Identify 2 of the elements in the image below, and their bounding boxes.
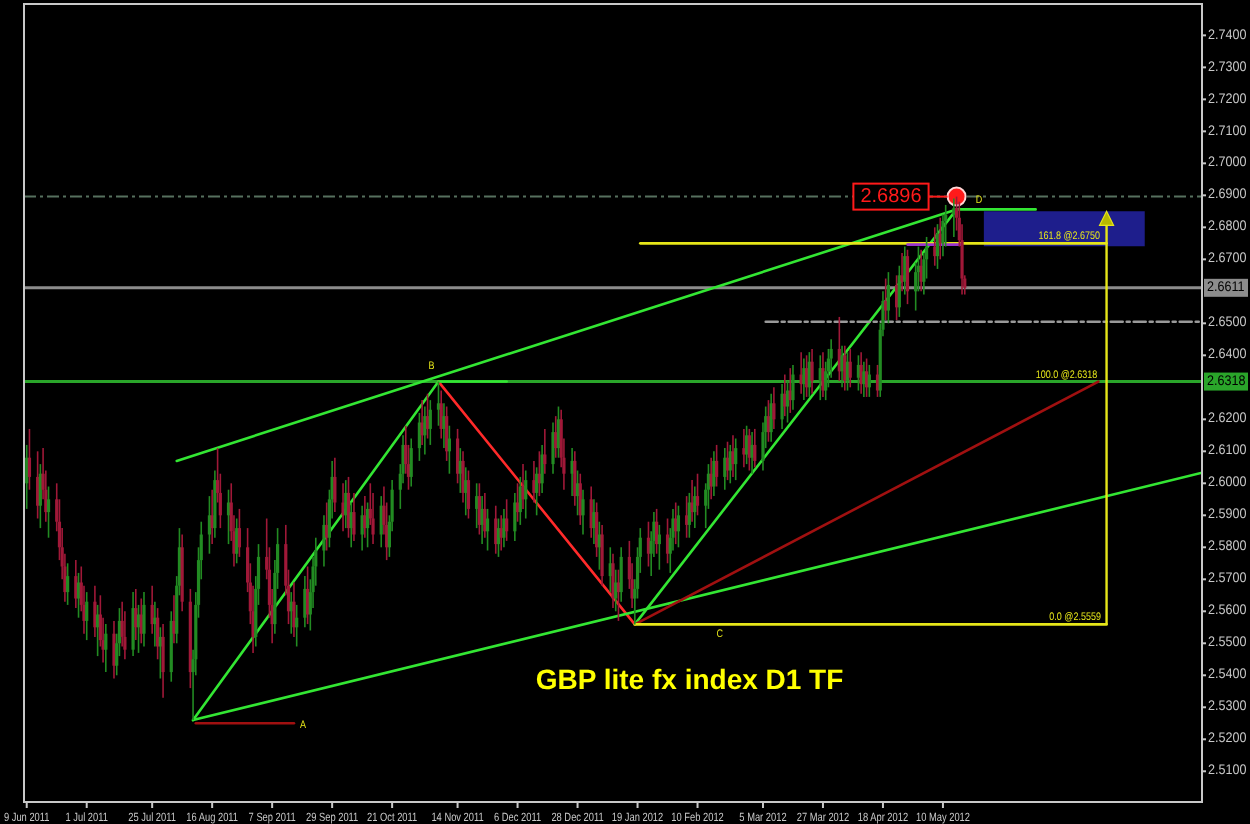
data-label: 2.6896: [860, 185, 923, 208]
text: GBP lite fx index D1 TF: [535, 662, 845, 695]
